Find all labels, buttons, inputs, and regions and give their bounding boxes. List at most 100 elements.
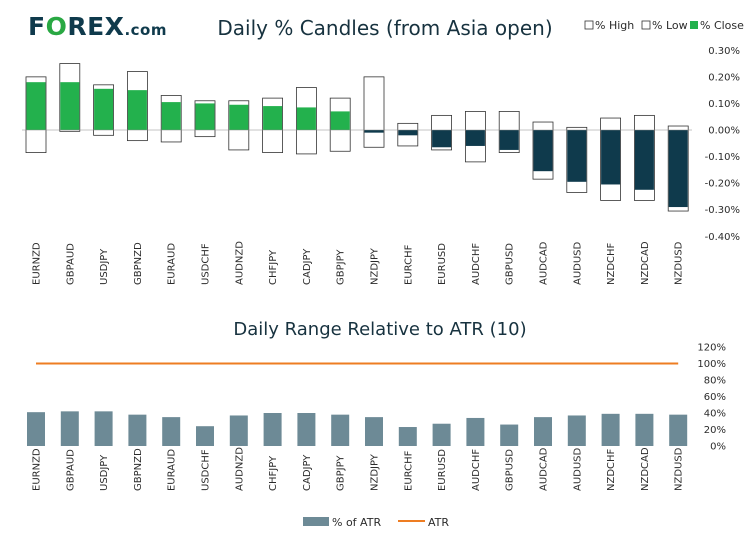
candles-y-axis: 0.30% 0.20% 0.10% 0.00% -0.10% -0.20% -0.30% -0… — [705, 46, 740, 243]
candle-close-bar — [364, 130, 384, 133]
atr-bar — [263, 413, 282, 446]
candles-x-label: GBPUSD — [505, 243, 516, 285]
candles-y-tick: 0.10% — [708, 99, 740, 110]
candle-close-bar — [398, 130, 418, 136]
candle-close-bar — [26, 82, 46, 130]
atr-x-label: NZDUSD — [674, 447, 685, 491]
logo-text-rex: REX — [67, 12, 125, 41]
atr-y-tick: 100% — [697, 359, 726, 370]
atr-x-label: GBPNZD — [133, 448, 144, 491]
candles-x-label: AUDCAD — [539, 241, 550, 285]
candles-x-label: NZDUSD — [674, 241, 685, 285]
atr-bar — [162, 417, 181, 446]
candle-range-box — [363, 76, 385, 148]
atr-bar — [331, 414, 350, 446]
atr-bar — [60, 411, 79, 446]
atr-bar — [27, 412, 45, 446]
candles-x-label: AUDUSD — [572, 241, 583, 285]
candle-close-bar — [668, 130, 688, 208]
atr-bar — [94, 411, 113, 446]
candle-close-bar — [161, 102, 181, 130]
logo-domain: .com — [124, 21, 167, 39]
legend-close-swatch — [690, 21, 698, 29]
atr-y-tick: 120% — [697, 343, 726, 354]
atr-x-label: GBPAUD — [65, 449, 76, 491]
atr-bar — [297, 413, 316, 446]
candles-legend: % High % Low % Close — [584, 19, 744, 32]
atr-bar — [229, 415, 248, 446]
candles-y-tick: -0.20% — [705, 179, 740, 190]
candle-close-bar — [195, 103, 215, 130]
legend-low-swatch — [641, 20, 651, 30]
candles-x-label: CADJPY — [302, 248, 313, 285]
candle-close-bar — [263, 106, 283, 130]
atr-x-label: EURNZD — [32, 448, 43, 491]
atr-y-tick: 40% — [704, 409, 726, 420]
candles-x-label: GBPNZD — [133, 242, 144, 285]
candle-close-bar — [296, 107, 316, 130]
candle-close-bar — [432, 130, 452, 148]
candles-plot — [22, 63, 692, 212]
atr-x-label: EURUSD — [437, 449, 448, 491]
legend-pct-atr-swatch — [303, 517, 329, 526]
atr-bar — [669, 414, 688, 446]
candle-close-bar — [94, 88, 114, 130]
candles-y-tick: 0.30% — [708, 46, 740, 57]
candles-x-label: GBPAUD — [65, 243, 76, 285]
candles-x-label: GBPJPY — [336, 249, 347, 285]
atr-x-label: NZDJPY — [370, 453, 381, 491]
legend-pct-atr-label: % of ATR — [332, 516, 381, 529]
candle-close-bar — [127, 90, 147, 130]
atr-x-label: AUDCHF — [471, 449, 482, 491]
atr-x-label: NZDCHF — [606, 448, 617, 491]
forex-logo: FOREX.com — [28, 12, 167, 41]
atr-bar — [500, 424, 519, 446]
candles-x-label: USDJPY — [99, 248, 110, 285]
atr-x-axis: EURNZD GBPAUD USDJPY GBPNZD EURAUD USDCHF AUDN… — [32, 447, 685, 491]
atr-x-label: USDCHF — [201, 449, 212, 491]
candles-x-label: EURUSD — [437, 243, 448, 285]
atr-x-label: EURAUD — [167, 449, 178, 491]
atr-legend: % of ATR ATR — [303, 516, 449, 529]
atr-x-label: NZDCAD — [640, 447, 651, 491]
atr-bar — [567, 415, 586, 446]
candles-y-tick: 0.20% — [708, 72, 740, 83]
atr-x-label: GBPJPY — [336, 455, 347, 491]
atr-x-label: GBPUSD — [505, 449, 516, 491]
logo-text-f: F — [28, 12, 46, 41]
candles-x-axis: EURNZD GBPAUD USDJPY GBPNZD EURAUD USDCHF AUDN… — [32, 241, 685, 285]
candle-close-bar — [601, 130, 621, 185]
candles-x-label: NZDCHF — [606, 242, 617, 285]
atr-x-label: CADJPY — [302, 454, 313, 491]
legend-high-label: % High — [595, 19, 634, 32]
candles-x-label: USDCHF — [201, 243, 212, 285]
atr-x-label: AUDUSD — [572, 447, 583, 491]
legend-low-label: % Low — [652, 19, 688, 32]
candles-x-label: AUDCHF — [471, 243, 482, 285]
atr-x-label: AUDCAD — [539, 447, 550, 491]
atr-bar — [635, 413, 654, 446]
candle-close-bar — [229, 104, 249, 130]
candle-close-bar — [567, 130, 587, 182]
logo-text-o: O — [45, 12, 68, 41]
candle-close-bar — [533, 130, 553, 172]
atr-bar — [196, 426, 214, 446]
candle-close-bar — [465, 130, 485, 146]
candles-x-label: EURCHF — [403, 244, 414, 285]
candles-chart-title: Daily % Candles (from Asia open) — [217, 16, 552, 40]
candle-close-bar — [60, 82, 80, 130]
atr-y-tick: 20% — [704, 425, 726, 436]
atr-bar — [365, 417, 383, 446]
atr-y-tick: 60% — [704, 392, 726, 403]
atr-bar — [534, 417, 552, 446]
atr-x-label: CHFJPY — [268, 455, 279, 491]
atr-bar — [398, 427, 417, 446]
candles-x-label: EURNZD — [32, 242, 43, 285]
candles-x-label: CHFJPY — [268, 249, 279, 285]
atr-x-label: USDJPY — [99, 454, 110, 491]
atr-y-tick: 80% — [704, 376, 726, 387]
candle-close-bar — [330, 111, 350, 130]
candle-close-bar — [499, 130, 519, 150]
candle-close-bar — [634, 130, 654, 190]
